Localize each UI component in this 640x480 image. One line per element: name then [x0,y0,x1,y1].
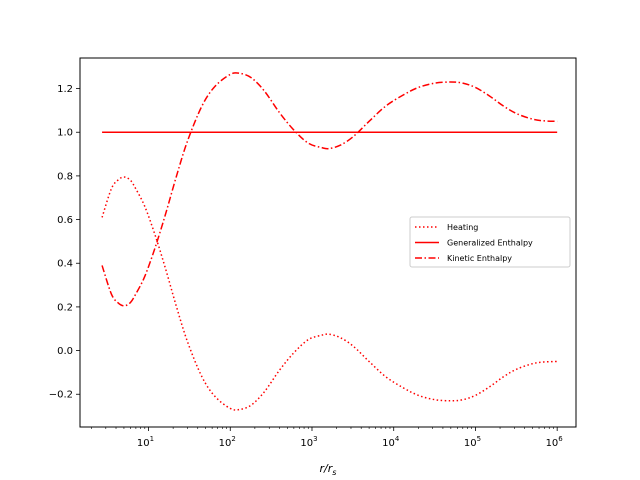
legend-frame [409,216,571,268]
y-tick-label: 0.0 [57,346,73,357]
plot-frame [79,57,577,428]
legend-label: Heating [447,223,478,232]
y-axis: −0.2 0.0 0.2 0.4 0.6 0.8 1.0 1.2 [49,84,80,401]
x-axis: 101 102 103 104 105 106 [137,427,563,449]
x-tick-label: 103 [300,435,317,449]
y-tick-label: 0.2 [57,302,73,313]
legend-label: Kinetic Enthalpy [447,254,512,263]
x-tick-label: 102 [219,435,236,449]
y-tick-label: 0.6 [57,215,73,226]
y-tick-label: −0.2 [49,390,73,401]
series-line-3 [101,72,558,307]
y-tick-label: 1.2 [57,84,73,95]
y-tick-label: 1.0 [57,128,73,139]
y-tick-label: 0.4 [57,259,73,270]
x-tick-label: 106 [546,435,564,449]
legend-label: Generalized Enthalpy [447,239,533,248]
x-tick-label: 101 [137,435,154,449]
x-tick-label: 105 [464,435,481,449]
x-tick-label: 104 [382,435,400,449]
x-minor-ticks [91,427,554,429]
series-line-1 [101,176,558,411]
y-tick-label: 0.8 [57,171,73,182]
legend: Heating Generalized Enthalpy Kinetic Entha… [409,216,571,268]
x-axis-label: r/rs [320,462,337,477]
plot-lines [101,72,558,411]
